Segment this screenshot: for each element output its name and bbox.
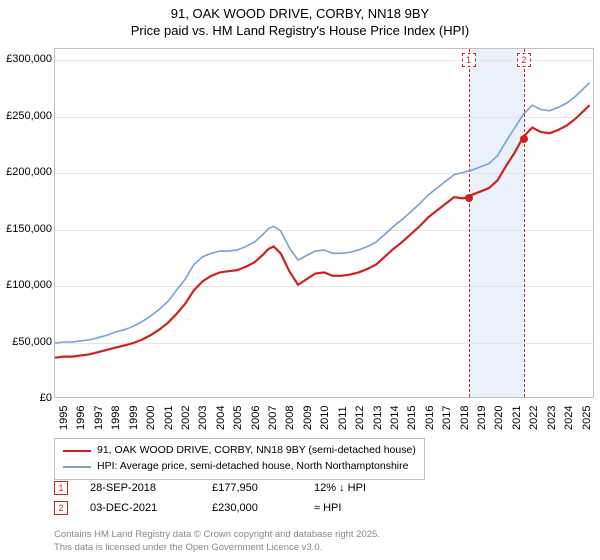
x-axis-label: 1995 — [58, 406, 70, 430]
x-axis-label: 1999 — [128, 406, 140, 430]
x-axis-label: 2023 — [546, 406, 558, 430]
record-vs-index: 12% ↓ HPI — [314, 482, 414, 494]
chart-title: 91, OAK WOOD DRIVE, CORBY, NN18 9BY — [0, 0, 600, 23]
x-axis-label: 2002 — [180, 406, 192, 430]
x-axis-label: 2015 — [406, 406, 418, 430]
record-marker-badge: 2 — [54, 501, 68, 515]
record-row: 2 03-DEC-2021 £230,000 ≈ HPI — [54, 498, 414, 518]
footer-attribution: Contains HM Land Registry data © Crown c… — [54, 529, 380, 554]
record-price: £177,950 — [212, 482, 292, 494]
x-axis-label: 2006 — [250, 406, 262, 430]
series-line-hpi — [55, 83, 590, 343]
marker-point — [465, 194, 473, 202]
x-axis-label: 2003 — [197, 406, 209, 430]
y-axis-label: £300,000 — [4, 53, 52, 65]
y-axis-label: £100,000 — [4, 279, 52, 291]
chart-subtitle: Price paid vs. HM Land Registry's House … — [0, 23, 600, 40]
x-axis-label: 1997 — [93, 406, 105, 430]
y-axis-label: £50,000 — [4, 336, 52, 348]
x-axis-label: 2011 — [337, 406, 349, 430]
x-axis-label: 2009 — [302, 406, 314, 430]
record-marker-badge: 1 — [54, 481, 68, 495]
x-axis-label: 1998 — [110, 406, 122, 430]
y-axis-label: £250,000 — [4, 110, 52, 122]
y-axis-label: £150,000 — [4, 223, 52, 235]
chart-plot-area: 12 — [54, 48, 594, 398]
legend-label-price-paid: 91, OAK WOOD DRIVE, CORBY, NN18 9BY (sem… — [97, 443, 416, 459]
x-axis-label: 2013 — [372, 406, 384, 430]
legend-swatch-price-paid — [63, 450, 91, 452]
legend: 91, OAK WOOD DRIVE, CORBY, NN18 9BY (sem… — [54, 438, 425, 480]
series-line-price_paid — [55, 105, 590, 358]
record-row: 1 28-SEP-2018 £177,950 12% ↓ HPI — [54, 478, 414, 498]
x-axis-label: 2012 — [354, 406, 366, 430]
record-vs-index: ≈ HPI — [314, 502, 414, 514]
legend-label-hpi: HPI: Average price, semi-detached house,… — [97, 459, 408, 475]
x-axis-label: 2021 — [511, 406, 523, 430]
x-axis-label: 2007 — [267, 406, 279, 430]
x-axis-label: 2025 — [581, 406, 593, 430]
lines-svg — [55, 49, 593, 397]
x-axis-label: 2001 — [163, 406, 175, 430]
x-axis-label: 2016 — [424, 406, 436, 430]
footer-line1: Contains HM Land Registry data © Crown c… — [54, 529, 380, 541]
marker-point — [520, 135, 528, 143]
x-axis-label: 2017 — [441, 406, 453, 430]
x-axis-label: 2014 — [389, 406, 401, 430]
x-axis-label: 2018 — [459, 406, 471, 430]
legend-swatch-hpi — [63, 466, 91, 468]
x-axis-label: 2020 — [493, 406, 505, 430]
x-axis-label: 2024 — [563, 406, 575, 430]
y-axis-label: £200,000 — [4, 166, 52, 178]
legend-row-price-paid: 91, OAK WOOD DRIVE, CORBY, NN18 9BY (sem… — [63, 443, 416, 459]
x-axis-label: 2010 — [319, 406, 331, 430]
x-axis-label: 2019 — [476, 406, 488, 430]
x-axis-label: 2004 — [215, 406, 227, 430]
x-axis-label: 2000 — [145, 406, 157, 430]
record-date: 28-SEP-2018 — [90, 482, 190, 494]
record-price: £230,000 — [212, 502, 292, 514]
x-axis-label: 2022 — [528, 406, 540, 430]
footer-line2: This data is licensed under the Open Gov… — [54, 542, 380, 554]
y-axis-label: £0 — [4, 392, 52, 404]
x-axis-label: 2008 — [284, 406, 296, 430]
record-date: 03-DEC-2021 — [90, 502, 190, 514]
x-axis-label: 2005 — [232, 406, 244, 430]
records-table: 1 28-SEP-2018 £177,950 12% ↓ HPI 2 03-DE… — [54, 478, 414, 518]
x-axis-label: 1996 — [75, 406, 87, 430]
legend-row-hpi: HPI: Average price, semi-detached house,… — [63, 459, 416, 475]
